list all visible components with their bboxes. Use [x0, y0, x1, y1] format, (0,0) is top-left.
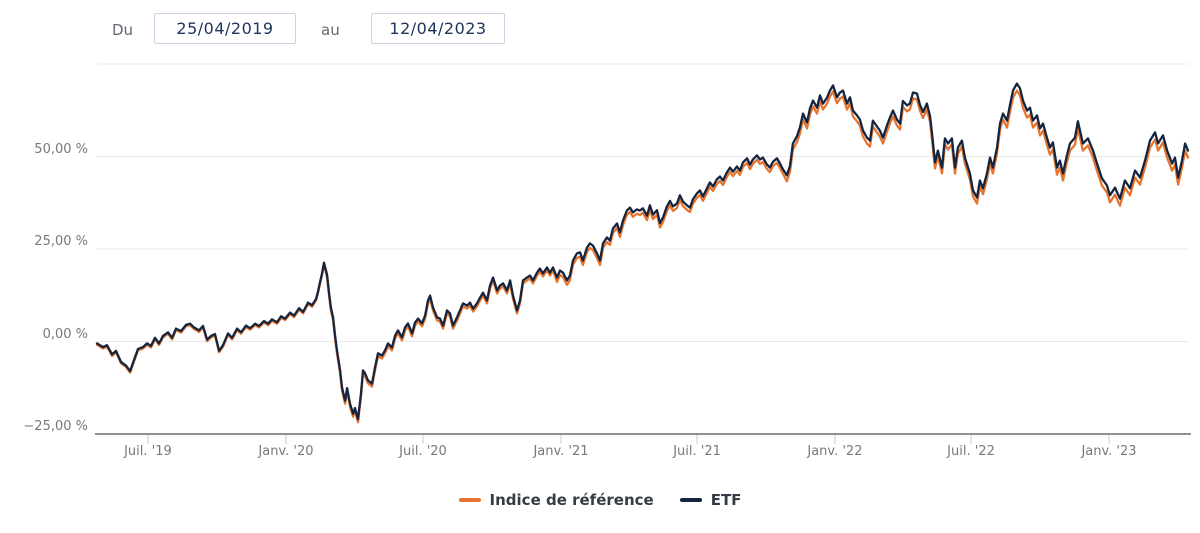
- date-to-label: au: [321, 21, 340, 39]
- date-from-input[interactable]: [154, 13, 296, 44]
- series-line-indice: [95, 89, 1190, 424]
- etf-line-swatch: [679, 498, 702, 502]
- date-from-label: Du: [112, 21, 134, 39]
- chart-legend: Indice de référence ETF: [0, 484, 1200, 516]
- date-range-controls: Du au: [0, 0, 1200, 56]
- x-axis-label: Juil. '21: [673, 444, 721, 459]
- series-line-etf: [95, 82, 1190, 421]
- y-axis-label: −25,00 %: [23, 419, 88, 434]
- x-axis-label: Juil. '19: [124, 444, 172, 459]
- y-axis-label: 50,00 %: [34, 141, 88, 157]
- x-axis-label: Janv. '23: [1081, 444, 1137, 459]
- y-axis-label: 25,00 %: [34, 234, 88, 249]
- y-axis-label: 0,00 %: [42, 326, 88, 342]
- date-to-input[interactable]: [371, 13, 505, 44]
- legend-label-etf: ETF: [710, 491, 742, 509]
- x-axis-label: Janv. '21: [533, 444, 589, 459]
- x-axis-label: Juil. '20: [399, 444, 447, 459]
- indice-line-swatch: [458, 498, 481, 502]
- x-axis-label: Janv. '22: [807, 444, 863, 459]
- legend-item-etf[interactable]: ETF: [679, 491, 742, 509]
- x-axis-label: Juil. '22: [947, 444, 995, 459]
- legend-label-indice: Indice de référence: [489, 491, 654, 509]
- x-axis-label: Janv. '20: [258, 444, 314, 459]
- legend-item-indice[interactable]: Indice de référence: [458, 491, 654, 509]
